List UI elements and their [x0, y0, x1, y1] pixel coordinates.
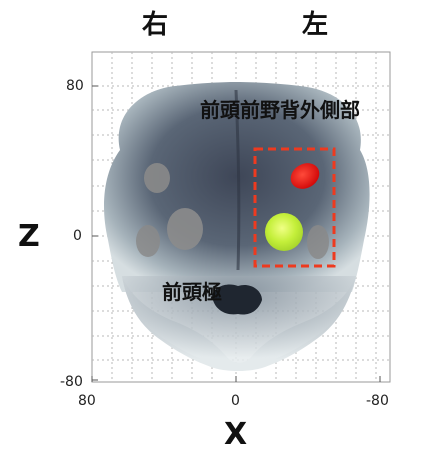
dlpfc-highlight-box [253, 147, 336, 268]
head-lower-fill [122, 276, 356, 367]
y-tick-label: -80 [60, 374, 83, 390]
sensor-blob [167, 208, 203, 250]
activation-green-blob [265, 213, 303, 251]
sensor-blob [144, 163, 170, 193]
sensor-blob [136, 225, 160, 257]
left-side-label: 左 [302, 10, 329, 40]
y-tick-label: 0 [73, 228, 82, 244]
frontal-pole-label: 前頭極 [162, 280, 222, 304]
sensor-blob [307, 225, 329, 259]
x-tick-label: 0 [231, 393, 240, 409]
y-tick-label: 80 [66, 78, 84, 94]
z-axis-label: Z [18, 219, 40, 254]
frontal-pole-notch [212, 284, 262, 315]
dlpfc-label: 前頭前野背外側部 [200, 98, 360, 122]
midline [234, 89, 241, 271]
right-side-label: 右 [142, 10, 169, 40]
activation-red-blob [290, 163, 320, 189]
x-tick-label: 80 [78, 393, 96, 409]
tick-marks [91, 85, 381, 382]
x-axis-label: X [224, 417, 248, 452]
x-tick-label: -80 [366, 393, 389, 409]
